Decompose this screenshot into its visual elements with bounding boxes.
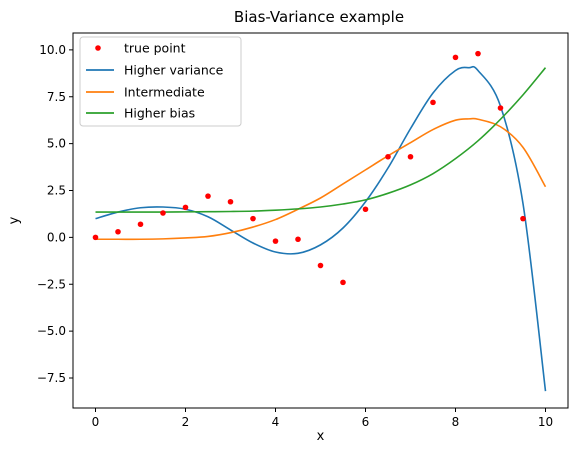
true-point: [407, 153, 414, 160]
x-tick-label: 0: [92, 415, 100, 429]
true-point: [362, 206, 369, 213]
y-axis-ticks: 10.0 7.5 5.0 2.5 0.0 −2.5 −5.0 −7.5: [37, 43, 73, 385]
true-point: [430, 99, 436, 106]
series-line-intermediate: [95, 117, 547, 241]
x-tick-label: 8: [452, 415, 460, 429]
true-point: [385, 153, 391, 160]
y-tick-label: 10.0: [39, 43, 66, 57]
true-point: [272, 238, 279, 244]
true-point: [452, 54, 459, 61]
true-point: [317, 262, 324, 269]
y-tick-label: −7.5: [37, 371, 66, 385]
true-point: [182, 204, 189, 211]
legend-marker-true-point: [95, 45, 101, 51]
y-tick-label: 5.0: [47, 137, 66, 151]
true-point: [115, 228, 121, 235]
y-tick-label: 7.5: [47, 90, 66, 104]
true-point: [497, 105, 504, 111]
series-line-higher-bias: [95, 67, 547, 213]
legend-box: [79, 36, 242, 127]
chart-title: Bias-Variance example: [234, 8, 404, 26]
legend-label-true-point: true point: [124, 41, 186, 56]
true-point: [475, 50, 481, 57]
legend-label-intermediate: Intermediate: [124, 85, 205, 100]
x-tick-label: 2: [182, 415, 190, 429]
true-point: [137, 221, 144, 228]
true-point: [92, 234, 99, 241]
x-tick-label: 6: [362, 415, 370, 429]
true-point: [250, 215, 256, 222]
points-layer: [92, 50, 526, 286]
legend-label-higher-variance: Higher variance: [124, 63, 224, 78]
legend-label-higher-bias: Higher bias: [124, 106, 195, 121]
true-point: [295, 236, 301, 243]
true-point: [205, 193, 211, 199]
y-tick-label: −2.5: [37, 277, 66, 291]
true-point: [227, 198, 234, 205]
x-axis-ticks: 0 2 4 6 8 10: [92, 408, 553, 429]
true-point: [160, 210, 166, 216]
series-line-higher-variance: [95, 65, 547, 392]
true-point: [520, 215, 526, 222]
legend: true point Higher variance Intermediate Hig…: [79, 36, 242, 127]
x-tick-label: 4: [272, 415, 280, 429]
true-point: [340, 279, 346, 286]
axes-frame: [72, 32, 569, 409]
y-tick-label: −5.0: [37, 324, 66, 338]
x-axis-label: x: [317, 429, 325, 444]
y-tick-label: 2.5: [47, 184, 66, 198]
series-layer: [95, 65, 547, 392]
y-tick-label: 0.0: [47, 230, 66, 244]
x-tick-label: 10: [538, 415, 553, 429]
y-axis-label: y: [7, 216, 22, 224]
